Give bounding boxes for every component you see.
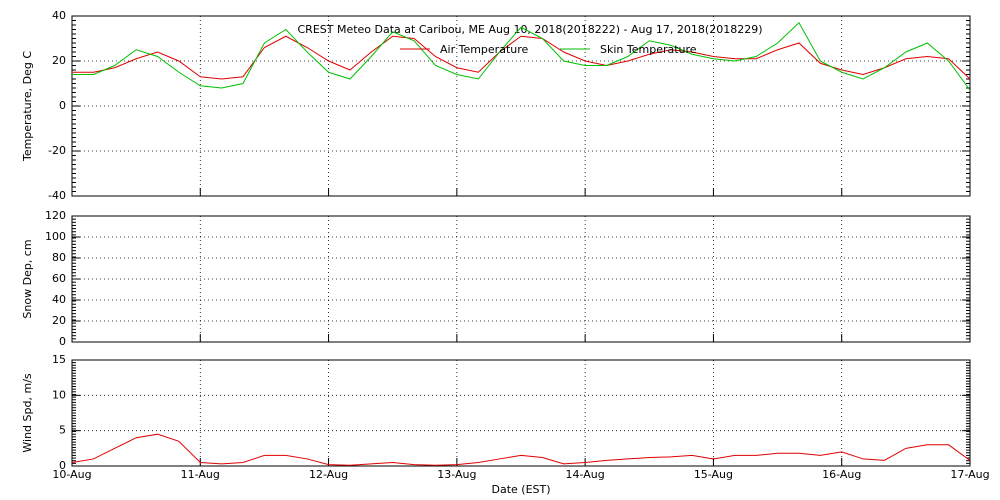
legend-label: Skin Temperature xyxy=(600,43,697,56)
x-tick-label: 16-Aug xyxy=(822,468,861,481)
y-tick-label: 20 xyxy=(52,54,66,67)
y-tick-label: 0 xyxy=(59,99,66,112)
x-tick-label: 12-Aug xyxy=(309,468,348,481)
plot-frame xyxy=(71,215,971,343)
y-tick-label: 10 xyxy=(52,388,66,401)
y-tick-label: 40 xyxy=(52,293,66,306)
y-tick-label: 100 xyxy=(45,230,66,243)
x-tick-label: 17-Aug xyxy=(950,468,989,481)
y-tick-label: 20 xyxy=(52,314,66,327)
chart-title: CREST Meteo Data at Caribou, ME Aug 10, … xyxy=(298,23,763,36)
y-axis-label: Snow Dep, cm xyxy=(21,239,34,318)
y-tick-label: 60 xyxy=(52,272,66,285)
x-tick-label: 11-Aug xyxy=(181,468,220,481)
data-line xyxy=(72,35,971,80)
y-tick-label: -40 xyxy=(48,189,66,202)
y-tick-label: 80 xyxy=(52,251,66,264)
plot-frame xyxy=(71,359,971,467)
plot-frame xyxy=(71,15,971,197)
y-axis-label: Temperature, Deg C xyxy=(21,51,34,162)
data-line xyxy=(71,433,971,466)
y-tick-label: -20 xyxy=(48,144,66,157)
y-tick-label: 0 xyxy=(59,335,66,348)
x-tick-label: 10-Aug xyxy=(52,468,91,481)
data-line xyxy=(72,21,971,91)
y-axis-label: Wind Spd, m/s xyxy=(21,373,34,453)
y-tick-label: 15 xyxy=(52,353,66,366)
y-tick-label: 40 xyxy=(52,9,66,22)
x-axis-label: Date (EST) xyxy=(491,483,550,496)
y-tick-label: 5 xyxy=(59,424,66,437)
x-tick-label: 15-Aug xyxy=(694,468,733,481)
x-tick-label: 13-Aug xyxy=(437,468,476,481)
x-tick-label: 14-Aug xyxy=(566,468,605,481)
y-tick-label: 120 xyxy=(45,209,66,222)
legend-label: Air Temperature xyxy=(440,43,529,56)
y-tick-label: 0 xyxy=(59,459,66,472)
